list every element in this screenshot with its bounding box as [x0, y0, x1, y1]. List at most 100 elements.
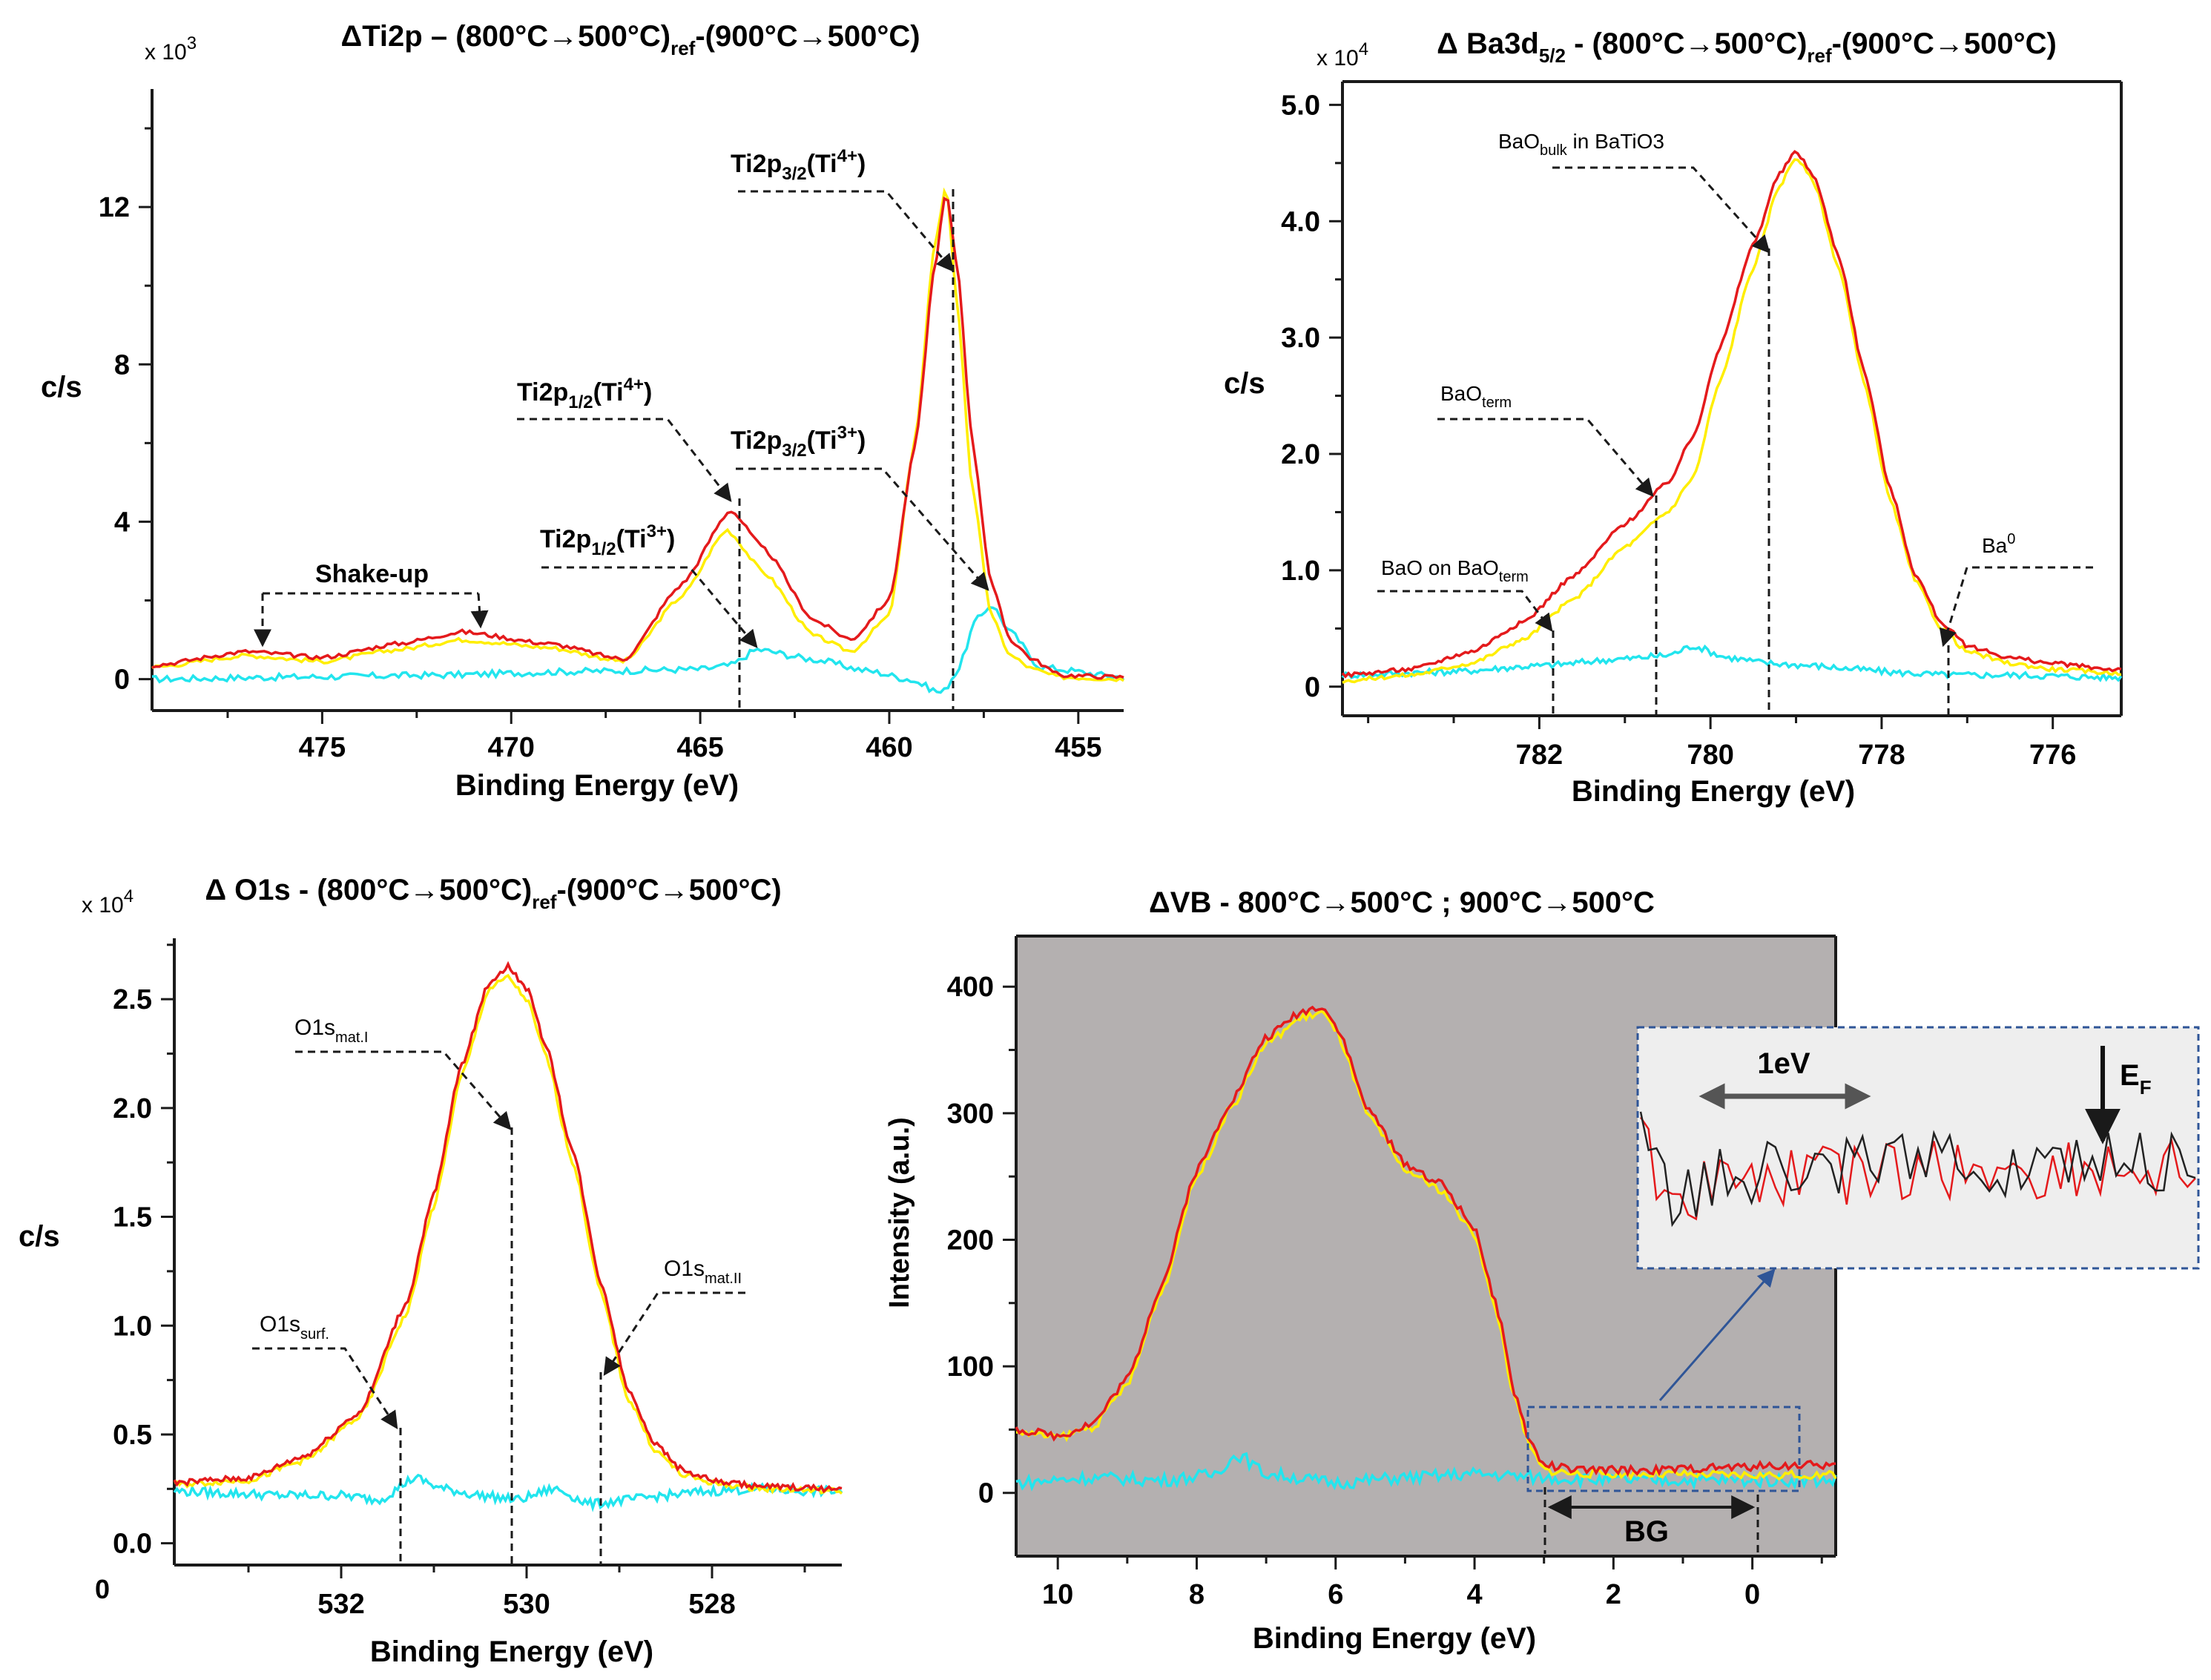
- annotations: O1smat.I O1smat.II O1ssurf.: [252, 1015, 745, 1565]
- x-tick-label: 532: [317, 1589, 364, 1620]
- annotation-ti2p32-ti3: Ti2p3/2(Ti3+): [731, 423, 866, 461]
- series-red-line: [151, 196, 1124, 680]
- y-tick-label: 4: [114, 507, 130, 538]
- y-tick-label: 3.0: [1281, 323, 1320, 354]
- y-tick-label: 8: [114, 349, 130, 381]
- y-multiplier: x 104: [1317, 39, 1368, 70]
- y-tick-label: 1.0: [1281, 556, 1320, 587]
- x-tick-label: 4: [1466, 1579, 1482, 1610]
- x-tick-label: 465: [676, 732, 723, 763]
- annotation-ti2p32-ti4: Ti2p3/2(Ti4+): [731, 146, 866, 184]
- y-tick-label: 4.0: [1281, 206, 1320, 237]
- annotation-ba0: Ba0: [1982, 531, 2015, 557]
- x-tick-label: 460: [866, 732, 912, 763]
- x-tick-label: 6: [1328, 1579, 1343, 1610]
- x-tick-label: 780: [1687, 739, 1733, 771]
- x-tick-label: 528: [688, 1589, 735, 1620]
- ef-label: EF: [2120, 1059, 2152, 1098]
- annotations: BaObulk in BaTiO3 BaOterm BaO on BaOterm…: [1377, 130, 2093, 716]
- x-tick-label: 530: [503, 1589, 550, 1620]
- annotation-bao-bulk: BaObulk in BaTiO3: [1498, 130, 1664, 159]
- x-axis-label: Binding Energy (eV): [1572, 775, 1855, 808]
- series-cyan-line: [1015, 1452, 1837, 1492]
- annotations: BG 1eV EF: [1526, 1026, 2200, 1554]
- y-tick-label: 200: [947, 1225, 994, 1256]
- axes: 782 780 778 776 0 1.0 2.0 3.0 4.0 5.0: [1281, 80, 2123, 771]
- series-red-line: [173, 961, 843, 1494]
- x-tick-label: 8: [1189, 1579, 1205, 1610]
- y-axis-label: c/s: [41, 371, 82, 403]
- inset-zoom: 1eV EF: [1636, 1026, 2200, 1270]
- series-red-line: [1015, 1005, 1836, 1478]
- chart-title: Δ O1s - (800°C→500°C)ref-(900°C→500°C): [205, 874, 781, 913]
- series-group: [173, 961, 843, 1512]
- y-tick-label: 0: [978, 1478, 994, 1509]
- chart-title: ΔVB - 800°C→500°C ; 900°C→500°C: [1149, 886, 1655, 919]
- y-axis-label: Intensity (a.u.): [884, 1117, 915, 1308]
- axes: 532 530 528 0.0 0.5 1.0 1.5 2.0 2.5: [113, 938, 842, 1620]
- origin-label: 0: [95, 1574, 110, 1604]
- x-tick-label: 10: [1042, 1579, 1073, 1610]
- x-tick-label: 776: [2029, 739, 2076, 771]
- ba3d-panel: Δ Ba3d5/2 - (800°C→500°C)ref-(900°C→500°…: [1224, 27, 2123, 808]
- series-cyan-line: [1341, 644, 2123, 682]
- x-axis-label: Binding Energy (eV): [370, 1635, 653, 1668]
- x-axis-label: Binding Energy (eV): [1253, 1622, 1536, 1655]
- y-tick-label: 0.0: [113, 1529, 152, 1560]
- y-tick-label: 2.0: [113, 1093, 152, 1124]
- zoom-arrow: [1658, 1268, 1776, 1401]
- inset-series-group: [1639, 1111, 2196, 1228]
- vb-panel: ΔVB - 800°C→500°C ; 900°C→500°C Intensit…: [884, 886, 2200, 1655]
- y-multiplier: x 104: [82, 886, 134, 918]
- annotation-bao-term: BaOterm: [1440, 382, 1512, 411]
- axes: 475 470 465 460 455 0 4 8 12: [99, 89, 1124, 763]
- y-tick-label: 0: [1305, 672, 1320, 703]
- series-group: [1341, 150, 2123, 685]
- y-tick-label: 100: [947, 1351, 994, 1383]
- y-tick-label: 2.0: [1281, 439, 1320, 470]
- annotation-o1s-surf: O1ssurf.: [260, 1312, 329, 1343]
- inset-trace: [1639, 1116, 2196, 1221]
- annotation-o1s-mati: O1smat.I: [294, 1015, 368, 1046]
- chart-title: ΔTi2p – (800°C→500°C)ref-(900°C→500°C): [340, 20, 920, 59]
- bg-label: BG: [1624, 1515, 1669, 1548]
- annotation-shakeup: Shake-up: [315, 560, 429, 588]
- annotation-ti2p12-ti3: Ti2p1/2(Ti3+): [540, 521, 675, 559]
- x-axis-label: Binding Energy (eV): [455, 769, 739, 802]
- chart-title: Δ Ba3d5/2 - (800°C→500°C)ref-(900°C→500°…: [1437, 27, 2057, 67]
- y-tick-label: 1.5: [113, 1202, 152, 1233]
- y-axis-label: c/s: [19, 1220, 60, 1253]
- series-cyan-line: [151, 605, 1125, 694]
- x-tick-label: 455: [1055, 732, 1101, 763]
- y-tick-label: 0.5: [113, 1420, 152, 1451]
- x-tick-label: 0: [1744, 1579, 1760, 1610]
- y-multiplier: x 103: [145, 33, 197, 65]
- y-tick-label: 2.5: [113, 984, 152, 1015]
- series-yellow-line: [151, 187, 1124, 682]
- y-tick-label: 0: [114, 665, 130, 696]
- x-tick-label: 475: [299, 732, 346, 763]
- x-tick-label: 778: [1858, 739, 1905, 771]
- x-tick-label: 470: [488, 732, 535, 763]
- y-tick-label: 400: [947, 972, 994, 1003]
- y-tick-label: 1.0: [113, 1311, 152, 1342]
- series-yellow-line: [1342, 158, 2122, 685]
- y-tick-label: 12: [99, 192, 130, 223]
- x-tick-label: 782: [1516, 739, 1563, 771]
- inset-trace: [1639, 1111, 2196, 1228]
- annotations: Shake-up Ti2p3/2(Ti4+) Ti2p1/2(Ti4+) Ti2…: [254, 146, 989, 711]
- series-yellow-line: [174, 973, 843, 1495]
- x-tick-label: 2: [1606, 1579, 1621, 1610]
- series-group: [151, 187, 1125, 694]
- series-cyan-line: [173, 1473, 843, 1512]
- annotation-o1s-matii: O1smat.II: [664, 1256, 742, 1287]
- series-red-line: [1341, 150, 2122, 679]
- ti2p-panel: ΔTi2p – (800°C→500°C)ref-(900°C→500°C) x…: [41, 20, 1125, 802]
- y-axis-label: c/s: [1224, 367, 1265, 400]
- inset-scale-label: 1eV: [1757, 1047, 1810, 1080]
- y-tick-label: 5.0: [1281, 90, 1320, 121]
- o1s-panel: Δ O1s - (800°C→500°C)ref-(900°C→500°C) x…: [19, 874, 843, 1668]
- annotation-ti2p12-ti4: Ti2p1/2(Ti4+): [517, 375, 652, 412]
- zoom-region-box: [1526, 1406, 1801, 1492]
